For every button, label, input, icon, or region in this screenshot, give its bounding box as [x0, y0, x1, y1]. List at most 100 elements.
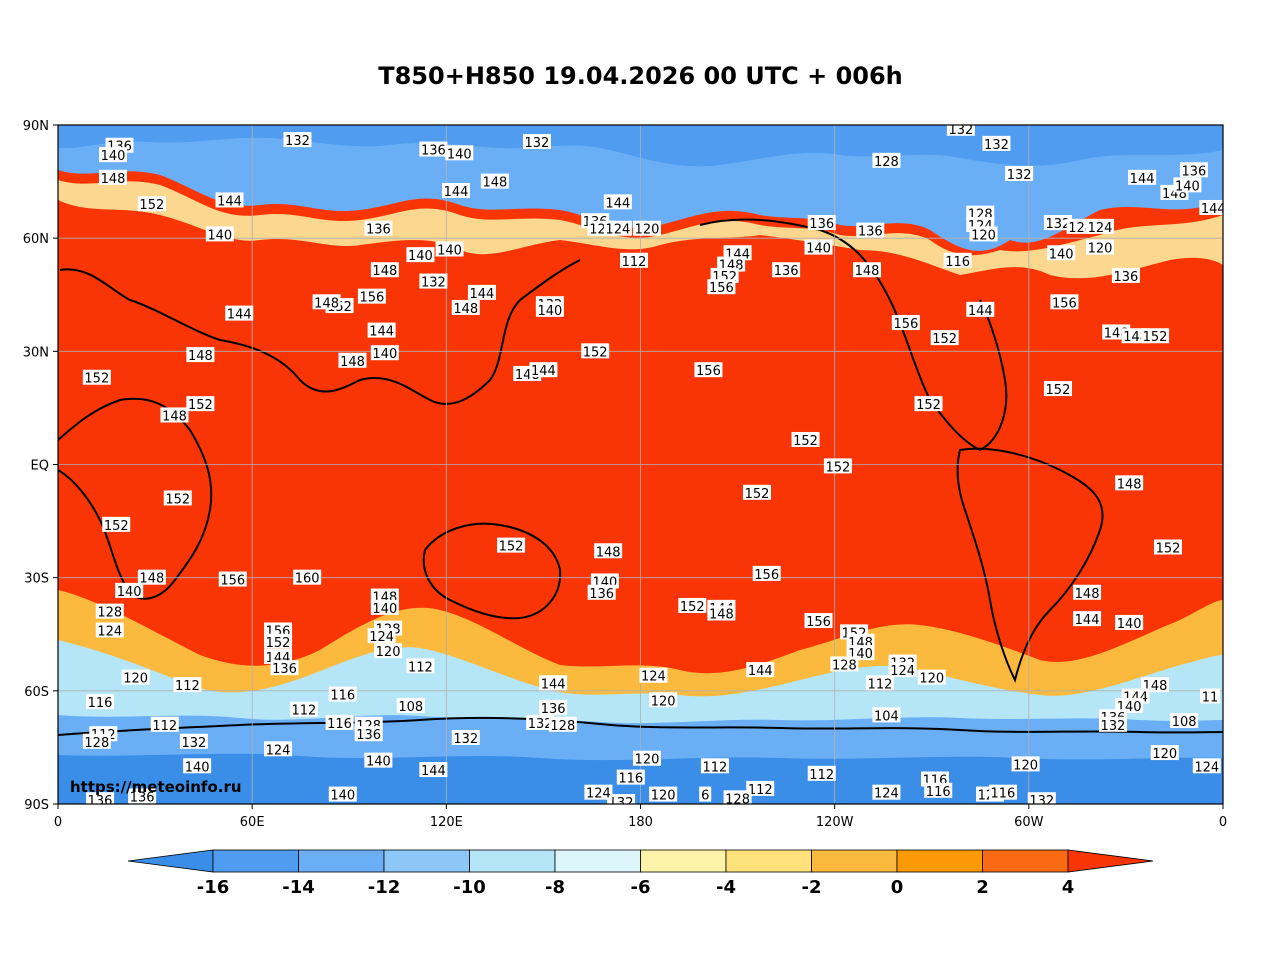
contour-label: 140 — [437, 243, 462, 258]
contour-label-bg — [804, 239, 833, 255]
contour-label-bg — [946, 125, 975, 136]
contour-label: 144 — [421, 764, 446, 779]
contour-label-bg — [1150, 745, 1179, 761]
contour-label: 140 — [185, 760, 210, 775]
contour-label: 140 — [366, 755, 391, 770]
contour-label: 120 — [971, 228, 996, 243]
contour-label-bg — [1179, 162, 1208, 178]
contour-label-bg — [370, 345, 399, 361]
eurasia-coast — [59, 259, 581, 405]
contour-label: 148 — [139, 572, 164, 587]
contour-label: 108 — [398, 700, 423, 715]
contour-label-bg — [480, 173, 509, 189]
contour-label-bg — [649, 786, 678, 802]
contour-label: 152 — [266, 636, 291, 651]
contour-label: 144 — [968, 304, 993, 319]
colorbar-label: -10 — [453, 877, 486, 898]
contour-label-bg — [264, 648, 293, 664]
contour-label: 140 — [806, 242, 831, 257]
contour-label: 136 — [130, 790, 155, 805]
colorbar-label: 0 — [891, 877, 904, 898]
contour-label-bg — [743, 484, 771, 500]
colorbar-extend-high — [1067, 849, 1154, 873]
contour-label: 116 — [618, 772, 643, 787]
contour-label-bg — [846, 645, 875, 661]
contour-label: 124 — [874, 787, 899, 802]
contour-label: 156 — [754, 568, 779, 583]
contour-label: 136 — [356, 728, 381, 743]
contour-label: 140 — [1117, 617, 1142, 632]
contour-label: 124 — [1088, 221, 1113, 236]
contour-label: 156 — [696, 364, 721, 379]
contour-label: 152 — [84, 372, 109, 387]
contour-label: 120 — [123, 672, 148, 687]
contour-label: 124 — [1194, 760, 1219, 775]
contour-label-bg — [338, 352, 367, 368]
contour-label-bg — [86, 792, 115, 804]
contour-label-bg — [442, 183, 471, 199]
contour-label: 112 — [292, 704, 317, 719]
contour-label-bg — [1086, 218, 1115, 234]
contour-label-bg — [1115, 697, 1144, 713]
contour-label: 140 — [207, 228, 232, 243]
gridlines — [58, 125, 1223, 804]
contour-label-bg — [102, 516, 131, 532]
contour-label: 132 — [1007, 168, 1032, 183]
contour-label-bg — [179, 733, 208, 749]
contour-label: 140 — [117, 585, 142, 600]
colorbar-segment — [982, 849, 1069, 873]
contour-label: 156 — [359, 291, 384, 306]
contour-label-bg — [920, 771, 949, 787]
contour-label-bg — [707, 605, 736, 621]
contour-label-bg — [283, 132, 312, 148]
contour-label: 132 — [528, 717, 553, 732]
contour-label-bg — [707, 279, 736, 295]
contour-label-bg — [823, 458, 852, 474]
colorbar-segment — [383, 849, 470, 873]
contour-label: 144 — [470, 287, 495, 302]
contour-label: 160 — [295, 572, 320, 587]
contour-label: 148 — [314, 296, 339, 311]
contour-label: 140 — [330, 789, 355, 804]
contour-label-bg — [723, 790, 752, 804]
contour-label-bg — [988, 784, 1017, 800]
contour-label: 120 — [635, 223, 660, 238]
lon-tick-label: 180 — [628, 815, 653, 830]
contour-label: 144 — [217, 194, 242, 209]
contour-label: 132 — [948, 123, 973, 138]
contour-label-bg — [872, 707, 901, 723]
contour-label: 144 — [369, 325, 394, 340]
contour-label: 120 — [1013, 758, 1038, 773]
contour-label: 140 — [101, 149, 126, 164]
contour-label: 112 — [809, 768, 834, 783]
lon-tick-label: 60E — [240, 815, 265, 830]
contour-label-bg — [370, 588, 399, 604]
contour-label-bg — [406, 658, 435, 674]
contour-label: 152 — [1143, 330, 1168, 345]
contour-label-bg — [930, 330, 959, 346]
contour-label-bg — [603, 220, 632, 236]
contour-label: 136 — [589, 587, 614, 602]
contour-label-bg — [1073, 584, 1102, 600]
contour-label: 112 — [408, 660, 433, 675]
contour-label-bg — [746, 662, 775, 678]
contour-label-bg — [82, 369, 111, 385]
contour-label: 136 — [1181, 164, 1206, 179]
contour-label-bg — [535, 301, 564, 317]
contour-label-bg — [1043, 381, 1072, 397]
south-america-coast — [956, 447, 1104, 683]
contour-label-bg — [451, 729, 480, 745]
contour-label: 112 — [748, 783, 773, 798]
contour-label: 116 — [330, 689, 355, 704]
contour-label-bg — [364, 220, 393, 236]
contour-label-bg — [632, 220, 661, 236]
contour-label-bg — [370, 262, 399, 278]
lon-tick-label: 0 — [1219, 815, 1227, 830]
contour-label-bg — [82, 733, 111, 749]
contour-label-bg — [86, 694, 115, 710]
lat-tick-label: 60S — [24, 685, 49, 700]
contour-label-bg — [1086, 239, 1115, 255]
contour-label-bg — [215, 192, 244, 208]
contour-label: 116 — [327, 717, 352, 732]
contour-label-bg — [746, 780, 775, 796]
